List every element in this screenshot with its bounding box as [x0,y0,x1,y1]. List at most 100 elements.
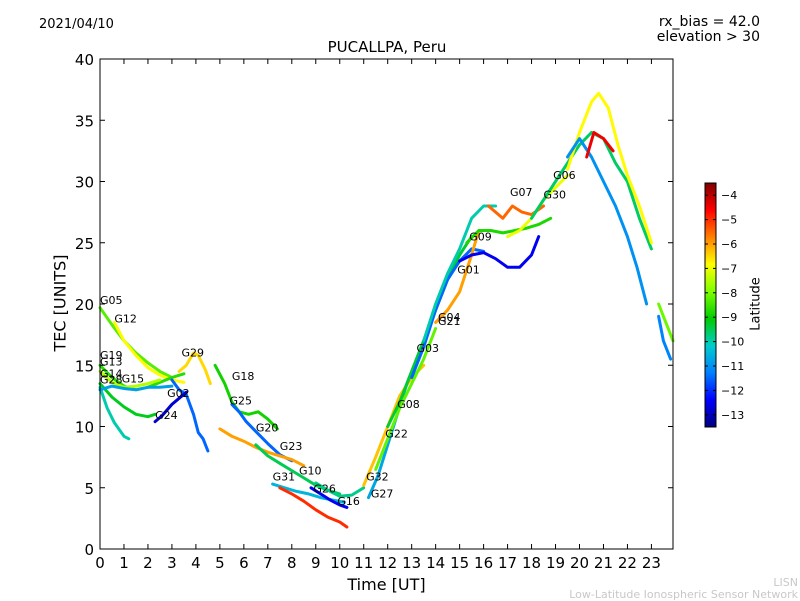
x-tick-label: 18 [522,554,541,572]
satellite-label: G31 [273,470,296,483]
satellite-label: G28 [100,374,123,387]
y-tick-label: 20 [75,296,94,314]
series-G01 [458,235,541,269]
satellite-label: G10 [299,464,322,477]
satellite-label: G12 [114,312,137,325]
series-G-a [566,91,653,245]
credit-line-2: Low-Latitude Ionospheric Sensor Network [569,588,798,601]
series-layer [98,91,675,529]
x-tick-label: 17 [498,554,517,572]
y-tick-label: 25 [75,235,94,253]
series-G18 [213,363,279,431]
elevation-annotation: elevation > 30 [656,29,760,45]
colorbar-tick-label: −12 [721,384,744,397]
colorbar-tick-label: −9 [721,311,737,324]
x-tick-label: 20 [570,554,589,572]
colorbar-ticks: −4 −5 −6 −7 −8 −9 −10 −11 −12 −13 [705,189,744,422]
colorbar-tick-label: −5 [721,214,737,227]
x-tick-label: 4 [191,554,201,572]
chart-title: PUCALLPA, Peru [327,38,447,56]
x-axis-label: Time [UT] [347,575,426,594]
satellite-label: G03 [416,342,439,355]
x-tick-label: 16 [474,554,493,572]
y-axis-ticks: 0 5 10 15 20 25 30 35 40 [75,51,673,559]
x-tick-label: 9 [311,554,321,572]
x-tick-label: 12 [378,554,397,572]
x-tick-label: 19 [546,554,565,572]
x-tick-label: 11 [354,554,373,572]
y-tick-label: 0 [84,541,94,559]
x-tick-label: 6 [239,554,249,572]
series-G03 [410,247,486,379]
colorbar-tick-label: −8 [721,287,737,300]
satellite-label: G30 [544,189,567,202]
colorbar-tick-label: −6 [721,238,737,251]
satellite-label: G29 [182,347,205,360]
y-tick-label: 10 [75,419,94,437]
x-tick-label: 22 [618,554,637,572]
y-tick-label: 15 [75,357,94,375]
satellite-label: G04 [438,311,461,324]
x-tick-label: 8 [287,554,297,572]
x-axis-ticks: 0 1 2 3 4 5 6 7 8 9 10 11 12 13 14 15 16 17 18 19 20 21 22 23 [95,59,661,572]
y-tick-label: 35 [75,112,94,130]
series-G30 [506,173,569,239]
series-G-c [585,131,615,159]
series-G09 [465,216,553,245]
satellite-label: G06 [553,169,576,182]
colorbar-tick-label: −4 [721,189,737,202]
x-tick-label: 5 [215,554,225,572]
satellite-label: G26 [313,483,336,496]
satellite-label: G23 [280,440,303,453]
y-tick-label: 30 [75,174,94,192]
satellite-label: G27 [371,488,394,501]
x-tick-label: 1 [119,554,129,572]
series-G26 [309,486,349,509]
series-G05 [98,306,174,379]
series-G-b [566,137,649,306]
series-G04 [422,204,498,343]
x-tick-label: 3 [167,554,177,572]
colorbar-tick-label: −13 [721,409,744,422]
satellite-label: G20 [256,421,279,434]
series-G10 [278,486,349,529]
satellite-label: G21 [438,315,461,328]
satellite-label: G32 [366,470,389,483]
x-tick-label: 23 [642,554,661,572]
colorbar-tick-label: −7 [721,262,737,275]
date-label: 2021/04/10 [39,17,114,32]
x-tick-label: 15 [450,554,469,572]
series-G15 [98,384,174,392]
satellite-label: G08 [397,398,420,411]
satellite-label: G13 [100,355,123,368]
x-tick-label: 13 [402,554,421,572]
series-G28 [98,385,131,441]
satellite-label: G22 [385,428,408,441]
satellite-label: G24 [155,409,178,422]
rx-bias-annotation: rx_bias = 42.0 [658,14,760,30]
colorbar-label: Latitude [748,277,764,331]
x-tick-label: 10 [330,554,349,572]
series-G16 [314,481,366,498]
x-tick-label: 0 [95,554,105,572]
series-G21 [434,229,481,324]
satellite-label: G02 [167,387,190,400]
y-axis-label: TEC [UNITS] [50,254,70,352]
satellite-label: G18 [232,370,255,383]
series-G13 [98,369,162,389]
satellite-label: G14 [100,368,123,381]
x-tick-label: 21 [594,554,613,572]
satellite-label: G19 [100,349,123,362]
satellite-label: G09 [469,230,492,243]
colorbar-tick-label: −10 [721,336,744,349]
satellite-label: G16 [337,495,360,508]
series-G07 [486,204,545,220]
x-tick-label: 14 [426,554,445,572]
y-tick-label: 5 [84,480,94,498]
series-G-d [657,302,675,343]
colorbar-tick-label: −11 [721,360,744,373]
satellite-label: G01 [457,263,480,276]
satellite-label: G07 [510,186,533,199]
x-tick-label: 2 [143,554,153,572]
